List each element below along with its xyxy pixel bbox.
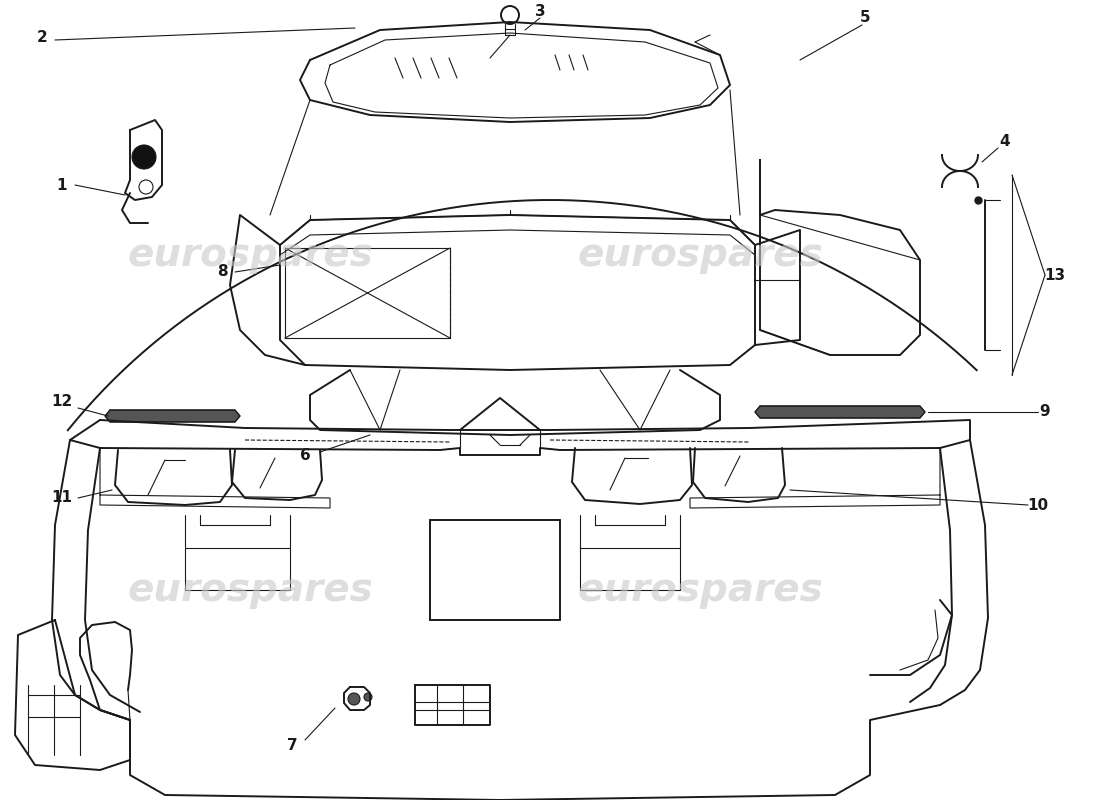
Text: 11: 11 [52,490,73,506]
Text: eurospares: eurospares [578,236,823,274]
Text: 10: 10 [1027,498,1048,513]
Text: 1: 1 [57,178,67,193]
Text: eurospares: eurospares [128,571,373,609]
Text: 4: 4 [1000,134,1010,150]
Polygon shape [104,410,240,422]
Text: 7: 7 [287,738,297,753]
Text: 9: 9 [1040,405,1050,419]
Text: 6: 6 [299,447,310,462]
Text: eurospares: eurospares [578,571,823,609]
Text: 13: 13 [1044,267,1066,282]
Circle shape [364,693,372,701]
Circle shape [348,693,360,705]
Text: 12: 12 [52,394,73,410]
Polygon shape [755,406,925,418]
Circle shape [132,145,156,169]
Text: 8: 8 [217,265,228,279]
Text: 3: 3 [535,5,546,19]
Text: 2: 2 [36,30,47,46]
Text: 5: 5 [860,10,870,26]
Text: eurospares: eurospares [128,236,373,274]
